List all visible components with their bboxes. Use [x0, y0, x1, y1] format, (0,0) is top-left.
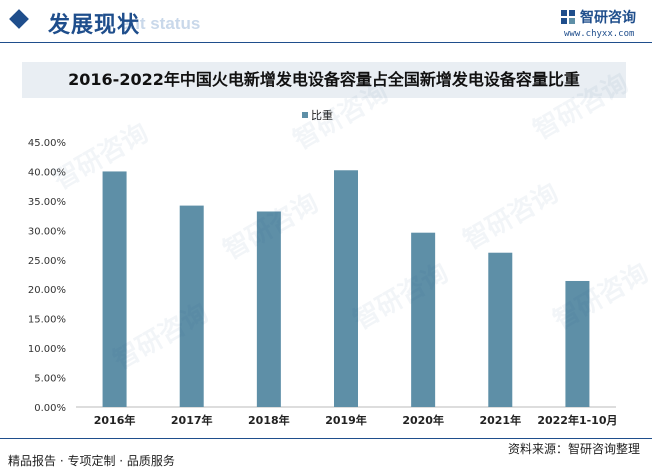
header-divider: [0, 42, 652, 43]
x-tick-label: 2022年1-10月: [537, 413, 617, 427]
bar: [334, 170, 358, 407]
logo-icon: [561, 10, 575, 24]
bar: [565, 280, 590, 407]
x-tick-label: 2017年: [171, 413, 213, 427]
legend-swatch: [302, 112, 308, 118]
source-note: 资料来源：智研咨询整理: [507, 442, 640, 456]
y-tick-label: 45.00%: [28, 138, 66, 149]
legend-label: 比重: [311, 108, 333, 122]
bar: [256, 211, 281, 407]
brand-logo: 智研咨询 www.chyxx.com: [560, 7, 650, 43]
bar: [488, 252, 513, 407]
footer-slogan: 精品报告 · 专项定制 · 品质服务: [8, 454, 175, 468]
x-tick-label: 2020年: [402, 413, 444, 427]
y-tick-label: 30.00%: [28, 226, 66, 237]
bar: [102, 171, 127, 407]
bar-chart: 比重 0.00% 5.00% 10.00% 15.00% 20.00% 25.00% 30.0…: [28, 108, 618, 427]
footer: 精品报告 · 专项定制 · 品质服务 资料来源：智研咨询整理: [0, 436, 652, 470]
x-tick-label: 2018年: [248, 413, 290, 427]
y-tick-label: 0.00%: [34, 403, 66, 414]
y-tick-label: 10.00%: [28, 344, 66, 355]
x-tick-label: 2019年: [325, 413, 367, 427]
header: ent status 发展现状: [0, 0, 652, 46]
footer-divider: [0, 438, 652, 439]
header-ghost-text: ent status: [120, 14, 201, 33]
y-tick-label: 5.00%: [34, 374, 66, 385]
x-tick-label: 2016年: [94, 413, 136, 427]
chart-title: 2016-2022年中国火电新增发电设备容量占全国新增发电设备容量比重: [22, 62, 626, 98]
bar: [411, 232, 436, 407]
y-tick-label: 15.00%: [28, 315, 66, 326]
y-tick-label: 25.00%: [28, 256, 66, 267]
y-tick-label: 20.00%: [28, 285, 66, 296]
diamond-icon: [9, 9, 29, 29]
logo-url: www.chyxx.com: [564, 29, 635, 39]
logo-name: 智研咨询: [580, 10, 636, 26]
y-tick-label: 40.00%: [28, 167, 66, 178]
page-title: 发展现状: [48, 13, 141, 38]
x-tick-label: 2021年: [479, 413, 521, 427]
bar: [179, 205, 204, 407]
y-tick-label: 35.00%: [28, 197, 66, 208]
